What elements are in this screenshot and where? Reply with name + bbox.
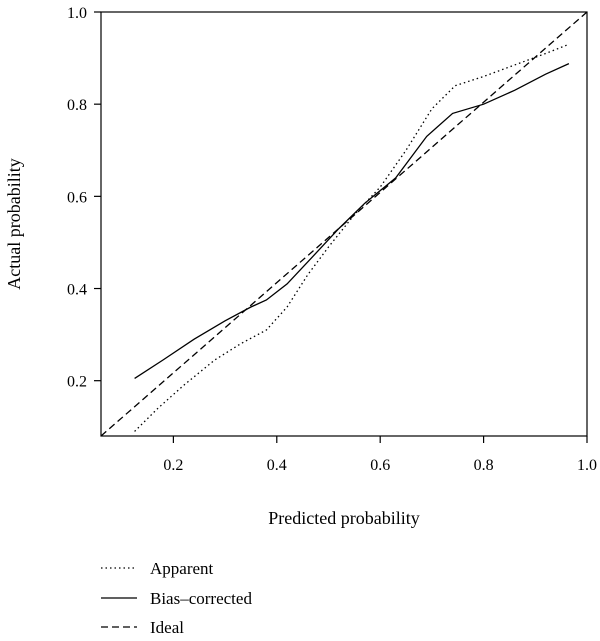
y-tick-label: 0.4 (67, 282, 87, 299)
y-tick-label: 1.0 (67, 5, 87, 22)
series-line-apparent (134, 43, 570, 432)
plot-frame (100, 11, 588, 437)
series-line-ideal (100, 11, 588, 437)
series-line-bias-corrected (134, 63, 570, 379)
y-axis-label: Actual probability (4, 158, 24, 289)
legend-label: Apparent (150, 559, 214, 578)
x-tick-label: 0.6 (370, 457, 390, 474)
x-axis-label: Predicted probability (268, 508, 419, 528)
series-layer (100, 11, 588, 437)
y-tick-label: 0.8 (67, 97, 87, 114)
legend: Apparent Bias–corrected Ideal (101, 559, 252, 637)
legend-label: Bias–corrected (150, 589, 252, 608)
x-axis-ticks: 0.2 0.4 0.6 0.8 1.0 (163, 436, 597, 474)
y-tick-label: 0.6 (67, 189, 87, 206)
y-tick-label: 0.2 (67, 374, 87, 391)
legend-label: Ideal (150, 618, 184, 637)
y-axis-ticks: 0.2 0.4 0.6 0.8 1.0 (67, 5, 101, 391)
x-tick-label: 0.4 (267, 457, 287, 474)
x-tick-label: 0.8 (474, 457, 494, 474)
x-tick-label: 0.2 (163, 457, 183, 474)
x-tick-label: 1.0 (577, 457, 597, 474)
